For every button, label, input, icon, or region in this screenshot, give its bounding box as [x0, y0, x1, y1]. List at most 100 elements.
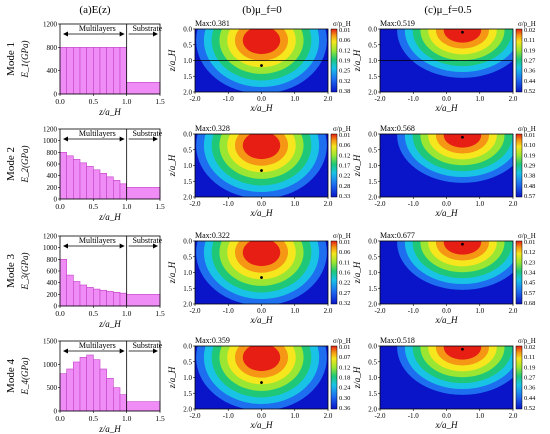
- contour-band: [443, 29, 482, 43]
- profile-frame: [59, 23, 161, 95]
- colorbar-tick: 0.68: [524, 300, 535, 307]
- xtick-label: -1.0: [223, 307, 235, 315]
- profile-bar: [106, 291, 114, 307]
- max-point: [260, 64, 263, 67]
- colorbar-tick: 0.17: [339, 163, 351, 170]
- ytick-label: 200: [47, 291, 58, 299]
- contour-panel-c: Max:0.519-2.0 -1.0 0.0 1.0 2.0x/a_H0.00.51.0…: [352, 19, 536, 113]
- xtick-label: 0.5: [89, 414, 99, 423]
- ytick-label: 1.5: [183, 390, 192, 398]
- arrow-head-left: [63, 348, 68, 354]
- ytick-label: 0.0: [183, 343, 192, 351]
- ytick-label: 1.0: [368, 57, 377, 65]
- xtick-label: 1.5: [155, 202, 165, 211]
- xtick-label: 1.5: [155, 97, 165, 106]
- profile-panel: Multilayers Substrate 0.0 0.5 1.0 1.5 z/a_H 0 20…: [20, 126, 165, 223]
- ytick-label: 0: [54, 196, 58, 204]
- profile-bar: [119, 394, 127, 412]
- ytick-label: 1000: [43, 244, 58, 252]
- xtick-label: 0.5: [89, 202, 99, 211]
- colorbar-tick: 0.19: [524, 47, 535, 54]
- max-label: Max:0.519: [380, 19, 415, 28]
- contour-ylabel: z/a_H: [352, 154, 362, 177]
- arrow-head-right: [119, 243, 125, 249]
- ytick-label: 0.5: [183, 41, 192, 49]
- ytick-label: 800: [47, 149, 58, 157]
- ytick-label: 0.5: [368, 253, 377, 261]
- ytick-label: 400: [47, 172, 58, 180]
- ytick-label: 500: [47, 384, 58, 392]
- colorbar-tick: 0.33: [339, 193, 350, 200]
- ytick-label: 0.5: [183, 146, 192, 154]
- xtick-label: 1.0: [475, 307, 484, 315]
- profile-bar: [66, 368, 74, 412]
- arrow-head-sub: [153, 31, 158, 37]
- contour-xlabel: x/a_H: [250, 103, 273, 113]
- arrow-head-right: [119, 136, 125, 142]
- contour-xlabel: x/a_H: [250, 420, 273, 430]
- max-label: Max:0.328: [195, 124, 230, 133]
- contour-band: [242, 29, 281, 55]
- contour-ylabel: z/a_H: [167, 49, 177, 72]
- profile-bar: [73, 361, 81, 412]
- contour-ylabel: z/a_H: [352, 261, 362, 284]
- xtick-label: 2.0: [324, 307, 333, 315]
- ytick-label: 400: [47, 67, 58, 75]
- ytick-label: 1.0: [368, 162, 377, 170]
- label-multilayers: Multilayers: [79, 129, 116, 138]
- ytick-label: 1.5: [368, 178, 377, 186]
- xtick-label: -2.0: [374, 95, 386, 103]
- contour-band: [242, 134, 281, 160]
- profile-bar: [126, 82, 161, 95]
- xtick-label: 0.0: [257, 95, 266, 103]
- colorbar-tick: 0.28: [339, 183, 350, 190]
- ytick-label: 800: [47, 256, 58, 264]
- profile-bar: [106, 176, 114, 200]
- colorbar-tick: 0.11: [339, 259, 350, 266]
- colorbar-tick: 0.57: [524, 193, 536, 200]
- arrow-head-right: [119, 31, 125, 37]
- profile-bar: [99, 47, 107, 95]
- colorbar-title: σ/p_H: [333, 125, 351, 133]
- colorbar-title: σ/p_H: [333, 232, 351, 240]
- colorbar-tick: 0.22: [339, 280, 350, 287]
- colorbar-tick: 0.06: [339, 37, 351, 44]
- ytick-label: 0.5: [183, 253, 192, 261]
- stress-field: [195, 134, 328, 197]
- profile-bar: [59, 152, 67, 200]
- profile-bar: [59, 373, 67, 412]
- colorbar-tick: 0.44: [524, 395, 536, 402]
- xtick-label: 0.0: [442, 307, 451, 315]
- xtick-label: 1.0: [122, 97, 132, 106]
- contour-ylabel: z/a_H: [167, 261, 177, 284]
- ytick-label: 1.5: [183, 178, 192, 186]
- ytick-label: 400: [47, 279, 58, 287]
- ytick-label: 1.0: [368, 269, 377, 277]
- colorbar-tick: 0.12: [339, 47, 350, 54]
- profile-bar: [86, 354, 94, 412]
- ytick-label: 1.5: [368, 390, 377, 398]
- profile-bar: [66, 274, 74, 307]
- xtick-label: -1.0: [223, 95, 235, 103]
- colorbar-tick: 0.45: [524, 280, 535, 287]
- colorbar-tick: 0.52: [524, 88, 535, 95]
- colorbar-tick: 0.36: [524, 385, 536, 392]
- contour-xlabel: x/a_H: [435, 315, 458, 325]
- colorbar-tick: 0.38: [524, 173, 535, 180]
- colorbar-title: σ/p_H: [518, 232, 536, 240]
- column-c-title: (c)μ_f=0.5: [424, 4, 472, 16]
- ytick-label: 0.0: [368, 131, 377, 139]
- ytick-label: 1.5: [368, 73, 377, 81]
- max-point: [461, 347, 464, 351]
- ytick-label: 1.0: [183, 162, 192, 170]
- xtick-label: -2.0: [189, 307, 201, 315]
- profile-bar: [99, 173, 107, 200]
- mode-label: Mode 2: [5, 147, 17, 181]
- colorbar-title: σ/p_H: [518, 125, 536, 133]
- label-substrate: Substrate: [132, 236, 162, 245]
- profile-bar: [73, 47, 81, 95]
- xtick-label: 1.0: [475, 200, 484, 208]
- contour-ylabel: z/a_H: [352, 366, 362, 389]
- ytick-label: 2.0: [183, 406, 192, 414]
